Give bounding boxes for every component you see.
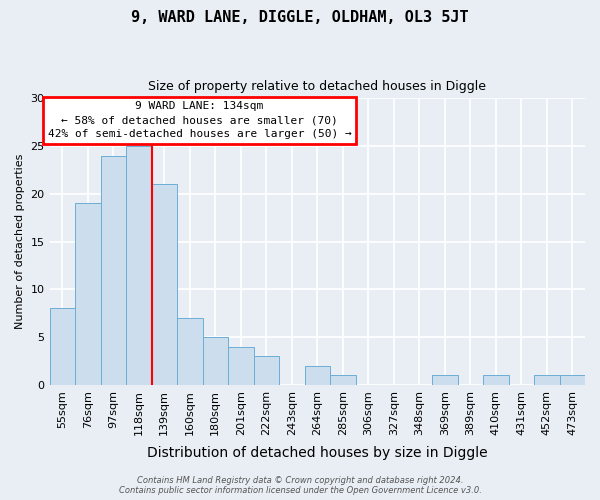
Bar	[228, 346, 254, 385]
Bar	[101, 156, 126, 385]
Bar	[152, 184, 177, 385]
Bar	[50, 308, 75, 385]
Bar	[432, 376, 458, 385]
Bar	[305, 366, 330, 385]
Bar	[203, 337, 228, 385]
Text: 9, WARD LANE, DIGGLE, OLDHAM, OL3 5JT: 9, WARD LANE, DIGGLE, OLDHAM, OL3 5JT	[131, 10, 469, 25]
Bar	[560, 376, 585, 385]
Text: 9 WARD LANE: 134sqm
← 58% of detached houses are smaller (70)
42% of semi-detach: 9 WARD LANE: 134sqm ← 58% of detached ho…	[47, 101, 352, 139]
X-axis label: Distribution of detached houses by size in Diggle: Distribution of detached houses by size …	[147, 446, 488, 460]
Bar	[483, 376, 509, 385]
Bar	[177, 318, 203, 385]
Bar	[75, 204, 101, 385]
Bar	[254, 356, 279, 385]
Bar	[534, 376, 560, 385]
Y-axis label: Number of detached properties: Number of detached properties	[15, 154, 25, 330]
Text: Contains HM Land Registry data © Crown copyright and database right 2024.
Contai: Contains HM Land Registry data © Crown c…	[119, 476, 481, 495]
Title: Size of property relative to detached houses in Diggle: Size of property relative to detached ho…	[148, 80, 486, 93]
Bar	[330, 376, 356, 385]
Bar	[126, 146, 152, 385]
